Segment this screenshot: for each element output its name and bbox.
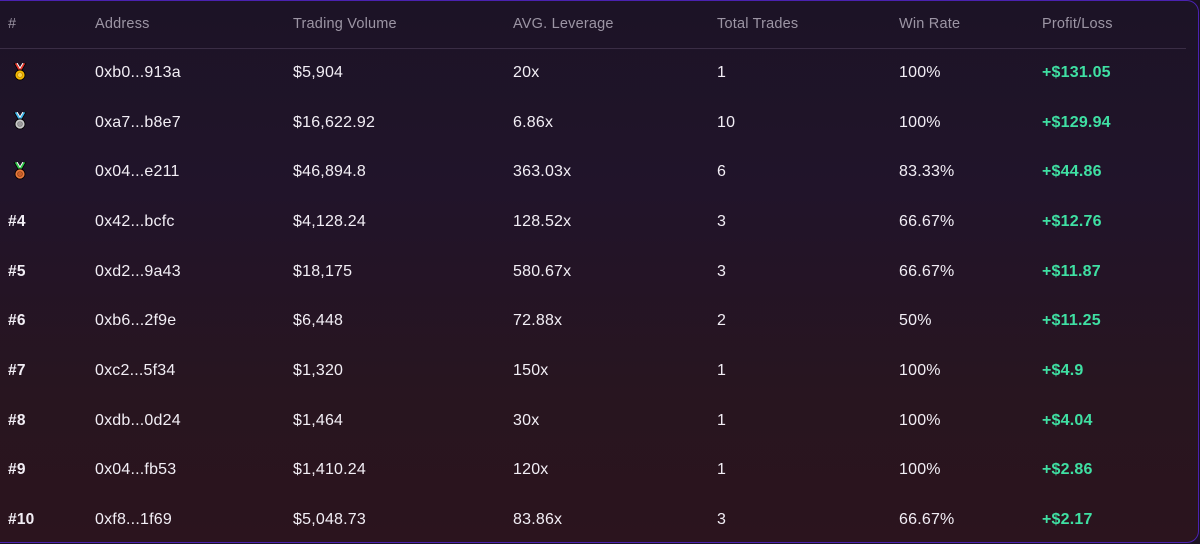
profit-loss-cell: +$12.76: [1042, 212, 1102, 230]
win-rate-cell: 100%: [899, 411, 941, 429]
trading-volume-cell: $46,894.8: [293, 163, 366, 181]
trading-volume-cell: $18,175: [293, 262, 353, 280]
profit-loss-cell: +$131.05: [1042, 64, 1111, 82]
address-cell[interactable]: 0xd2...9a43: [95, 262, 181, 280]
profit-loss-cell: +$129.94: [1042, 113, 1111, 131]
address-cell[interactable]: 0xb0...913a: [95, 64, 181, 82]
table-row[interactable]: #8 0xdb...0d24 $1,464 30x 1 100% +$4.04: [0, 396, 1186, 446]
header-trading-volume: Trading Volume: [293, 16, 397, 33]
trading-volume-cell: $1,464: [293, 411, 344, 429]
gold-medal-icon: [12, 63, 28, 81]
address-cell[interactable]: 0xb6...2f9e: [95, 312, 177, 330]
trading-volume-cell: $5,904: [293, 64, 344, 82]
avg-leverage-cell: 128.52x: [513, 212, 572, 230]
header-address: Address: [95, 16, 150, 33]
avg-leverage-cell: 83.86x: [513, 511, 563, 529]
profit-loss-cell: +$11.25: [1042, 312, 1101, 330]
avg-leverage-cell: 72.88x: [513, 312, 563, 330]
total-trades-cell: 3: [717, 262, 727, 280]
address-cell[interactable]: 0xdb...0d24: [95, 411, 181, 429]
total-trades-cell: 3: [717, 511, 727, 529]
header-rank: #: [8, 16, 17, 33]
header-total-trades: Total Trades: [717, 16, 799, 33]
win-rate-cell: 100%: [899, 461, 941, 479]
table-row[interactable]: #4 0x42...bcfc $4,128.24 128.52x 3 66.67…: [0, 197, 1186, 247]
table-row[interactable]: #6 0xb6...2f9e $6,448 72.88x 2 50% +$11.…: [0, 296, 1186, 346]
trading-volume-cell: $1,320: [293, 361, 344, 379]
address-cell[interactable]: 0xf8...1f69: [95, 511, 172, 529]
rank-cell: #10: [8, 511, 35, 529]
avg-leverage-cell: 150x: [513, 361, 549, 379]
rank-cell: #4: [8, 212, 26, 230]
trading-volume-cell: $6,448: [293, 312, 344, 330]
address-cell[interactable]: 0x04...fb53: [95, 461, 177, 479]
address-cell[interactable]: 0xa7...b8e7: [95, 113, 181, 131]
win-rate-cell: 66.67%: [899, 262, 955, 280]
avg-leverage-cell: 20x: [513, 64, 540, 82]
profit-loss-cell: +$44.86: [1042, 163, 1102, 181]
header-win-rate: Win Rate: [899, 16, 961, 33]
trading-volume-cell: $4,128.24: [293, 212, 366, 230]
avg-leverage-cell: 30x: [513, 411, 540, 429]
trading-volume-cell: $5,048.73: [293, 511, 366, 529]
table-row[interactable]: #9 0x04...fb53 $1,410.24 120x 1 100% +$2…: [0, 446, 1186, 496]
profit-loss-cell: +$4.9: [1042, 361, 1084, 379]
win-rate-cell: 100%: [899, 64, 941, 82]
header-avg-leverage: AVG. Leverage: [513, 16, 614, 33]
address-cell[interactable]: 0xc2...5f34: [95, 361, 176, 379]
profit-loss-cell: +$2.86: [1042, 461, 1093, 479]
total-trades-cell: 1: [717, 461, 727, 479]
address-cell[interactable]: 0x42...bcfc: [95, 212, 175, 230]
win-rate-cell: 50%: [899, 312, 932, 330]
table-row[interactable]: 0xb0...913a $5,904 20x 1 100% +$131.05: [0, 48, 1186, 98]
total-trades-cell: 10: [717, 113, 736, 131]
address-cell[interactable]: 0x04...e211: [95, 163, 180, 181]
total-trades-cell: 2: [717, 312, 727, 330]
avg-leverage-cell: 120x: [513, 461, 549, 479]
header-profit-loss: Profit/Loss: [1042, 16, 1113, 33]
rank-cell: #9: [8, 461, 26, 479]
silver-medal-icon: [12, 112, 28, 130]
total-trades-cell: 6: [717, 163, 727, 181]
table-row[interactable]: #7 0xc2...5f34 $1,320 150x 1 100% +$4.9: [0, 346, 1186, 396]
table-row[interactable]: #10 0xf8...1f69 $5,048.73 83.86x 3 66.67…: [0, 495, 1186, 542]
profit-loss-cell: +$11.87: [1042, 262, 1101, 280]
rank-cell: [0, 98, 95, 148]
rank-cell: [0, 48, 95, 98]
table-row[interactable]: 0x04...e211 $46,894.8 363.03x 6 83.33% +…: [0, 147, 1186, 197]
win-rate-cell: 66.67%: [899, 212, 955, 230]
avg-leverage-cell: 6.86x: [513, 113, 554, 131]
trading-volume-cell: $16,622.92: [293, 113, 376, 131]
profit-loss-cell: +$4.04: [1042, 411, 1093, 429]
trading-volume-cell: $1,410.24: [293, 461, 366, 479]
rank-cell: #7: [8, 361, 26, 379]
win-rate-cell: 83.33%: [899, 163, 955, 181]
table-row[interactable]: #5 0xd2...9a43 $18,175 580.67x 3 66.67% …: [0, 247, 1186, 297]
profit-loss-cell: +$2.17: [1042, 511, 1093, 529]
avg-leverage-cell: 580.67x: [513, 262, 572, 280]
win-rate-cell: 100%: [899, 361, 941, 379]
win-rate-cell: 100%: [899, 113, 941, 131]
avg-leverage-cell: 363.03x: [513, 163, 572, 181]
rank-cell: #8: [8, 411, 26, 429]
rank-cell: #5: [8, 262, 26, 280]
bronze-medal-icon: [12, 162, 28, 180]
table-header-row: # Address Trading Volume AVG. Leverage T…: [0, 1, 1186, 48]
total-trades-cell: 3: [717, 212, 727, 230]
total-trades-cell: 1: [717, 361, 727, 379]
table-row[interactable]: 0xa7...b8e7 $16,622.92 6.86x 10 100% +$1…: [0, 98, 1186, 148]
total-trades-cell: 1: [717, 64, 727, 82]
total-trades-cell: 1: [717, 411, 727, 429]
rank-cell: [0, 147, 95, 197]
rank-cell: #6: [8, 312, 26, 330]
win-rate-cell: 66.67%: [899, 511, 955, 529]
